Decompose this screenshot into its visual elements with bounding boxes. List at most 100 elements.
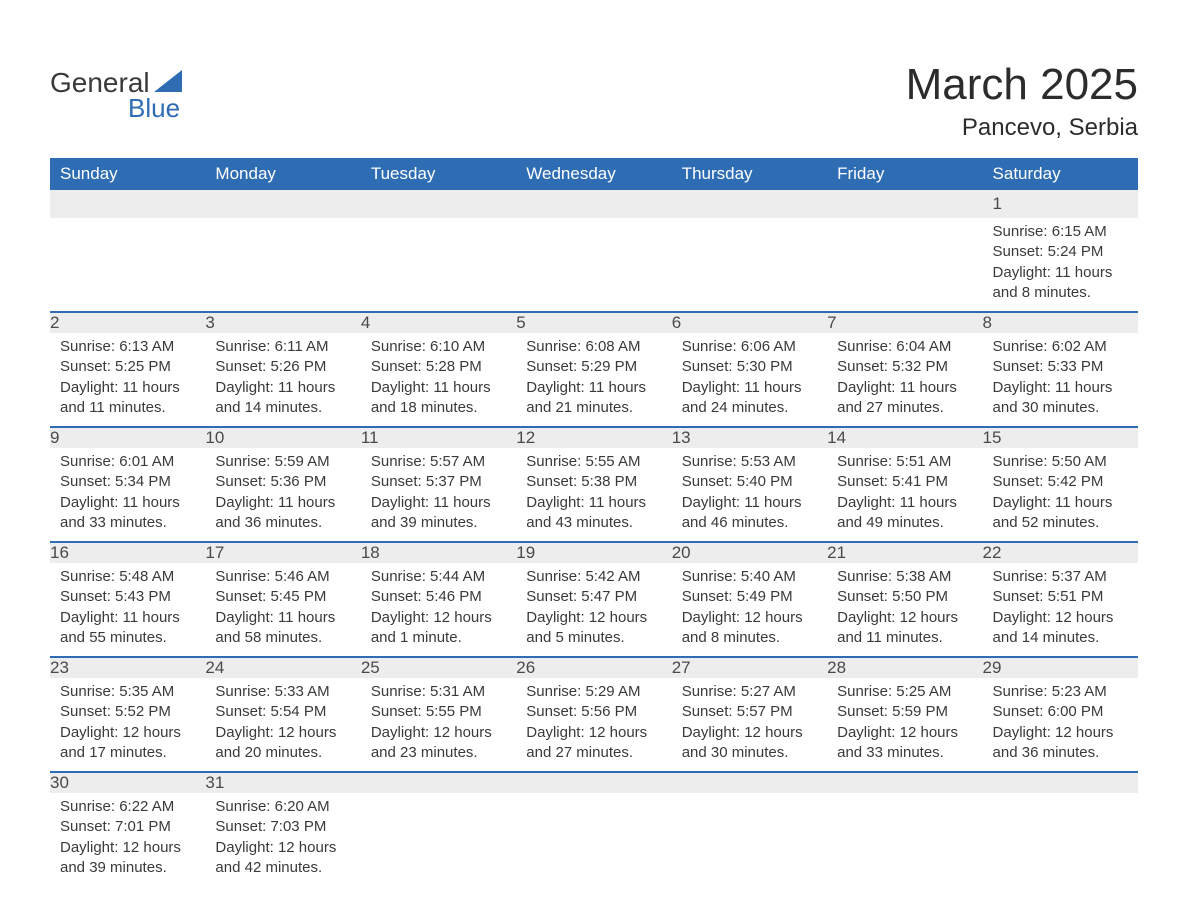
day-number-cell: 5 [516, 312, 671, 333]
day-number-cell [516, 772, 671, 793]
sunrise-text: Sunrise: 6:15 AM [993, 222, 1128, 242]
day-number-cell: 23 [50, 657, 205, 678]
daylight-text: Daylight: 12 hours and 20 minutes. [215, 723, 350, 764]
day-content-cell: Sunrise: 5:51 AMSunset: 5:41 PMDaylight:… [827, 448, 982, 542]
day-content-cell: Sunrise: 6:06 AMSunset: 5:30 PMDaylight:… [672, 333, 827, 427]
sunset-text: Sunset: 5:26 PM [215, 357, 350, 377]
sunset-text: Sunset: 5:25 PM [60, 357, 195, 377]
day-content-cell: Sunrise: 6:08 AMSunset: 5:29 PMDaylight:… [516, 333, 671, 427]
daylight-text: Daylight: 12 hours and 1 minute. [371, 608, 506, 649]
day-number-cell: 20 [672, 542, 827, 563]
sunrise-text: Sunrise: 5:37 AM [993, 567, 1128, 587]
day-number-cell [672, 190, 827, 218]
day-number-cell: 22 [983, 542, 1138, 563]
sunset-text: Sunset: 5:28 PM [371, 357, 506, 377]
title-block: March 2025 Pancevo, Serbia [906, 60, 1138, 142]
day-content-cell: Sunrise: 5:50 AMSunset: 5:42 PMDaylight:… [983, 448, 1138, 542]
sunset-text: Sunset: 5:56 PM [526, 702, 661, 722]
day-content-cell [205, 218, 360, 312]
day-content-cell [361, 218, 516, 312]
day-content-cell [672, 793, 827, 886]
day-number-cell: 16 [50, 542, 205, 563]
daylight-text: Daylight: 12 hours and 33 minutes. [837, 723, 972, 764]
sunset-text: Sunset: 7:01 PM [60, 817, 195, 837]
day-number-cell: 29 [983, 657, 1138, 678]
sunset-text: Sunset: 5:49 PM [682, 587, 817, 607]
day-content-cell: Sunrise: 6:20 AMSunset: 7:03 PMDaylight:… [205, 793, 360, 886]
day-number-cell: 13 [672, 427, 827, 448]
day-content-cell: Sunrise: 5:53 AMSunset: 5:40 PMDaylight:… [672, 448, 827, 542]
day-content-cell: Sunrise: 6:10 AMSunset: 5:28 PMDaylight:… [361, 333, 516, 427]
sunrise-text: Sunrise: 5:33 AM [215, 682, 350, 702]
sunset-text: Sunset: 5:34 PM [60, 472, 195, 492]
day-content-cell [361, 793, 516, 886]
day-number-cell: 25 [361, 657, 516, 678]
day-number-cell: 31 [205, 772, 360, 793]
week-content-row: Sunrise: 5:35 AMSunset: 5:52 PMDaylight:… [50, 678, 1138, 772]
day-number-cell: 27 [672, 657, 827, 678]
daylight-text: Daylight: 11 hours and 58 minutes. [215, 608, 350, 649]
sunrise-text: Sunrise: 5:23 AM [993, 682, 1128, 702]
day-content-cell: Sunrise: 5:42 AMSunset: 5:47 PMDaylight:… [516, 563, 671, 657]
daylight-text: Daylight: 11 hours and 43 minutes. [526, 493, 661, 534]
daylight-text: Daylight: 11 hours and 55 minutes. [60, 608, 195, 649]
sunset-text: Sunset: 5:41 PM [837, 472, 972, 492]
sunset-text: Sunset: 7:03 PM [215, 817, 350, 837]
day-number-cell [361, 190, 516, 218]
sunrise-text: Sunrise: 5:57 AM [371, 452, 506, 472]
day-number-cell: 3 [205, 312, 360, 333]
day-content-cell: Sunrise: 5:31 AMSunset: 5:55 PMDaylight:… [361, 678, 516, 772]
daylight-text: Daylight: 11 hours and 8 minutes. [993, 263, 1128, 304]
logo: General Blue [50, 70, 182, 124]
day-content-cell: Sunrise: 5:55 AMSunset: 5:38 PMDaylight:… [516, 448, 671, 542]
sunset-text: Sunset: 5:33 PM [993, 357, 1128, 377]
sunrise-text: Sunrise: 6:11 AM [215, 337, 350, 357]
sunrise-text: Sunrise: 5:55 AM [526, 452, 661, 472]
daylight-text: Daylight: 12 hours and 5 minutes. [526, 608, 661, 649]
day-content-cell: Sunrise: 5:23 AMSunset: 6:00 PMDaylight:… [983, 678, 1138, 772]
day-content-cell: Sunrise: 5:59 AMSunset: 5:36 PMDaylight:… [205, 448, 360, 542]
sunrise-text: Sunrise: 5:42 AM [526, 567, 661, 587]
daylight-text: Daylight: 12 hours and 36 minutes. [993, 723, 1128, 764]
day-number-cell [827, 190, 982, 218]
day-number-cell: 1 [983, 190, 1138, 218]
day-number-cell: 19 [516, 542, 671, 563]
sunrise-text: Sunrise: 6:08 AM [526, 337, 661, 357]
sunset-text: Sunset: 5:47 PM [526, 587, 661, 607]
day-content-cell: Sunrise: 5:44 AMSunset: 5:46 PMDaylight:… [361, 563, 516, 657]
sunset-text: Sunset: 5:40 PM [682, 472, 817, 492]
sunset-text: Sunset: 5:45 PM [215, 587, 350, 607]
day-content-cell: Sunrise: 6:11 AMSunset: 5:26 PMDaylight:… [205, 333, 360, 427]
day-number-cell [205, 190, 360, 218]
day-number-cell [672, 772, 827, 793]
day-content-cell: Sunrise: 5:57 AMSunset: 5:37 PMDaylight:… [361, 448, 516, 542]
day-content-cell: Sunrise: 6:04 AMSunset: 5:32 PMDaylight:… [827, 333, 982, 427]
week-content-row: Sunrise: 5:48 AMSunset: 5:43 PMDaylight:… [50, 563, 1138, 657]
day-content-cell: Sunrise: 5:38 AMSunset: 5:50 PMDaylight:… [827, 563, 982, 657]
day-content-cell: Sunrise: 6:22 AMSunset: 7:01 PMDaylight:… [50, 793, 205, 886]
daylight-text: Daylight: 11 hours and 39 minutes. [371, 493, 506, 534]
day-content-cell: Sunrise: 6:02 AMSunset: 5:33 PMDaylight:… [983, 333, 1138, 427]
dow-sunday: Sunday [50, 158, 205, 190]
day-number-cell [361, 772, 516, 793]
dow-tuesday: Tuesday [361, 158, 516, 190]
day-content-cell: Sunrise: 6:13 AMSunset: 5:25 PMDaylight:… [50, 333, 205, 427]
daylight-text: Daylight: 12 hours and 14 minutes. [993, 608, 1128, 649]
week-content-row: Sunrise: 6:13 AMSunset: 5:25 PMDaylight:… [50, 333, 1138, 427]
day-number-cell: 28 [827, 657, 982, 678]
day-content-cell: Sunrise: 5:25 AMSunset: 5:59 PMDaylight:… [827, 678, 982, 772]
day-content-cell: Sunrise: 6:01 AMSunset: 5:34 PMDaylight:… [50, 448, 205, 542]
day-number-cell: 2 [50, 312, 205, 333]
sunset-text: Sunset: 5:54 PM [215, 702, 350, 722]
day-content-cell [827, 218, 982, 312]
sunset-text: Sunset: 6:00 PM [993, 702, 1128, 722]
day-content-cell: Sunrise: 5:48 AMSunset: 5:43 PMDaylight:… [50, 563, 205, 657]
logo-text-block: General Blue [50, 70, 182, 124]
day-content-cell [672, 218, 827, 312]
daylight-text: Daylight: 12 hours and 11 minutes. [837, 608, 972, 649]
dow-friday: Friday [827, 158, 982, 190]
sunset-text: Sunset: 5:50 PM [837, 587, 972, 607]
calendar-body: 1Sunrise: 6:15 AMSunset: 5:24 PMDaylight… [50, 190, 1138, 886]
day-content-cell [983, 793, 1138, 886]
sunrise-text: Sunrise: 6:04 AM [837, 337, 972, 357]
